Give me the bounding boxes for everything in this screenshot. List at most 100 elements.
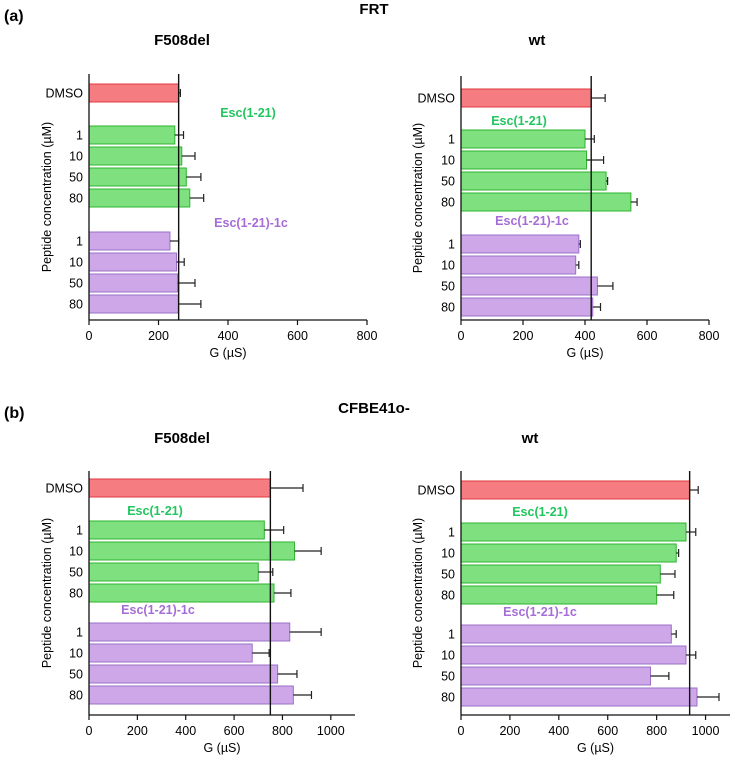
bar-green-10 [88,146,183,166]
x-tick-label: 400 [575,329,596,343]
category-label: 1 [76,524,83,538]
bar-purple-80 [88,294,179,314]
panel-a-label: (a) [4,8,24,25]
bar-purple-1 [460,624,672,644]
category-label: 80 [441,196,455,210]
bar-green-80 [460,192,632,212]
category-label: 50 [441,568,455,582]
category-label: 10 [69,256,83,270]
category-label: 1 [448,238,455,252]
bar-purple-80 [460,687,698,707]
category-label: 10 [441,259,455,273]
category-label: 10 [69,545,83,559]
category-label: DMSO [418,484,456,498]
bar-purple-10 [460,645,687,665]
category-label: 1 [448,526,455,540]
category-label: 80 [69,192,83,206]
category-label: 10 [69,647,83,661]
x-axis-label: G (µS) [577,741,614,755]
x-tick-label: 0 [458,724,465,738]
bar-dmso-dmso [88,478,271,498]
bar-purple-10 [88,643,253,663]
x-axis-label: G (µS) [566,346,603,360]
bar-green-1 [88,520,265,540]
chart-title: F508del [154,430,210,447]
category-label: 10 [441,154,455,168]
group-label-purple: Esc(1-21)-1c [503,605,577,619]
x-tick-label: 200 [127,724,148,738]
x-tick-label: 600 [637,329,658,343]
x-tick-label: 1000 [692,724,720,738]
bar-purple-80 [88,685,294,705]
bar-green-50 [88,562,259,582]
x-tick-label: 200 [148,329,169,343]
bar-green-10 [460,150,588,170]
chart-title: wt [521,430,539,447]
x-tick-label: 600 [287,329,308,343]
category-label: 50 [441,175,455,189]
category-label: 10 [441,547,455,561]
bar-green-1 [460,129,586,149]
x-tick-label: 200 [499,724,520,738]
panel-a-title: FRT [359,1,388,18]
category-label: 50 [69,277,83,291]
bar-purple-10 [88,252,178,272]
x-tick-label: 400 [218,329,239,343]
bar-purple-50 [88,273,179,293]
category-label: 50 [441,670,455,684]
x-tick-label: 800 [272,724,293,738]
bar-green-1 [88,125,176,145]
group-label-green: Esc(1-21) [220,106,276,120]
bar-dmso-dmso [460,88,592,108]
category-label: 1 [76,235,83,249]
bar-purple-10 [460,255,577,275]
category-label: DMSO [46,87,84,101]
category-label: 1 [448,133,455,147]
x-tick-label: 800 [699,329,720,343]
group-label-green: Esc(1-21) [127,504,183,518]
category-label: 10 [441,649,455,663]
category-label: 80 [441,301,455,315]
chart-4: wt DMSO 1 10 50 80 Esc(1-21) 1 10 50 80 Esc(1-21)-1… [411,430,730,755]
category-label: 1 [76,129,83,143]
charts-layer: F508delDMSO1105080Esc(1-21)1105080Esc(1-… [40,32,730,755]
x-tick-label: 0 [86,724,93,738]
chart-title: wt [528,32,546,49]
category-label: 10 [69,150,83,164]
bar-green-80 [88,583,275,603]
bar-green-50 [460,171,607,191]
bar-dmso-dmso [460,480,691,500]
chart-title: F508del [154,32,210,49]
chart-3: F508del DMSO 1 10 50 80 Esc(1-21) 1 10 50 80 Esc(1-… [40,430,355,755]
x-tick-label: 1000 [317,724,345,738]
category-label: 50 [69,668,83,682]
group-label-purple: Esc(1-21)-1c [214,216,288,230]
category-label: 1 [76,626,83,640]
group-label-purple: Esc(1-21)-1c [495,214,569,228]
bar-green-10 [460,543,677,563]
x-tick-label: 200 [513,329,534,343]
group-label-green: Esc(1-21) [512,505,568,519]
category-label: 80 [69,689,83,703]
bar-purple-50 [460,666,652,686]
category-label: 50 [69,566,83,580]
group-label-purple: Esc(1-21)-1c [121,603,195,617]
category-label: 80 [441,691,455,705]
category-label: 50 [441,280,455,294]
category-label: 50 [69,171,83,185]
x-tick-label: 0 [458,329,465,343]
bar-green-50 [460,564,661,584]
x-tick-label: 800 [646,724,667,738]
bar-dmso-dmso [88,83,180,103]
category-label: DMSO [46,482,84,496]
bar-green-1 [460,522,687,542]
category-label: DMSO [418,92,456,106]
bar-purple-80 [460,297,594,317]
panel-b-label: (b) [4,405,24,422]
bar-green-50 [88,167,187,187]
chart-2: wt DMSO 1 10 50 80 Esc(1-21) 1 10 50 80 Esc(1-21)-1… [411,32,719,360]
y-axis-label: Peptide concentration (µM) [40,518,54,668]
x-tick-label: 600 [224,724,245,738]
bar-green-10 [88,541,296,561]
